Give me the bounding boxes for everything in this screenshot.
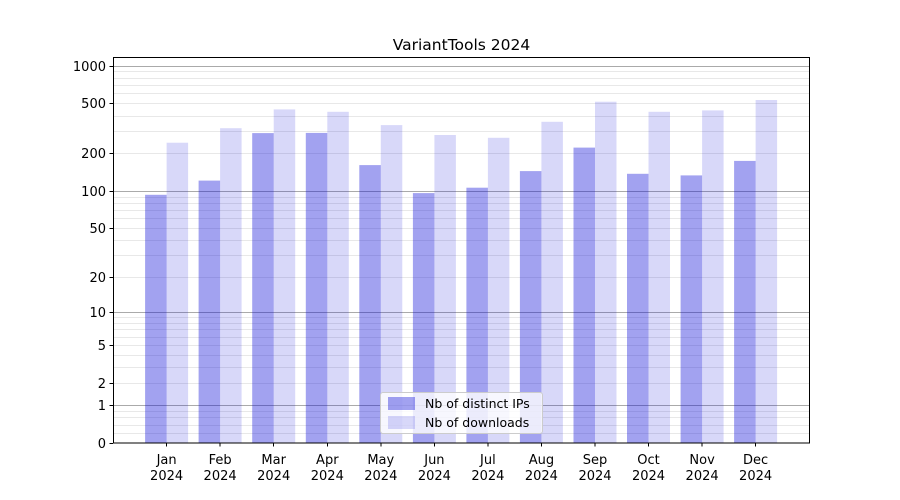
x-tick-label: Jan bbox=[156, 453, 177, 468]
x-tick-label-year: 2024 bbox=[525, 469, 558, 484]
x-tick-label-year: 2024 bbox=[257, 469, 290, 484]
bar bbox=[541, 121, 563, 444]
bar bbox=[412, 193, 435, 443]
bar bbox=[573, 147, 595, 443]
y-tick-label: 200 bbox=[81, 147, 106, 162]
bar bbox=[166, 142, 189, 443]
y-tick-label: 0 bbox=[98, 437, 106, 452]
legend-label-downloads: Nb of downloads bbox=[425, 415, 530, 430]
bar bbox=[380, 125, 403, 443]
bar bbox=[680, 175, 703, 443]
x-tick-label: Jun bbox=[423, 453, 444, 468]
y-tick-label: 50 bbox=[89, 222, 106, 237]
y-tick-label: 20 bbox=[89, 271, 106, 286]
bar bbox=[466, 187, 488, 443]
bar bbox=[198, 180, 221, 443]
bar bbox=[327, 111, 349, 444]
x-tick-label-year: 2024 bbox=[150, 469, 183, 484]
y-tick-label: 100 bbox=[81, 185, 106, 200]
bar bbox=[145, 194, 167, 443]
bars-series-1 bbox=[166, 100, 778, 444]
x-tick-label: Aug bbox=[529, 453, 554, 468]
bars-series-0 bbox=[145, 132, 756, 444]
x-tick-label: Jul bbox=[479, 453, 496, 468]
x-tick-label-year: 2024 bbox=[686, 469, 719, 484]
x-tick-label-year: 2024 bbox=[204, 469, 237, 484]
chart-title: VariantTools 2024 bbox=[392, 36, 531, 54]
x-tick-label-year: 2024 bbox=[311, 469, 344, 484]
y-tick-label: 10 bbox=[89, 306, 106, 321]
legend-swatch-downloads bbox=[388, 416, 415, 429]
minor-gridlines bbox=[113, 71, 810, 434]
bar bbox=[252, 133, 274, 443]
x-tick-label: Dec bbox=[743, 453, 768, 468]
bar bbox=[734, 160, 756, 443]
x-tick-label: Oct bbox=[637, 453, 659, 468]
x-tick-label: Apr bbox=[316, 453, 339, 468]
y-tick-label: 1000 bbox=[73, 60, 106, 75]
legend-label-distinct-ips: Nb of distinct IPs bbox=[425, 396, 530, 411]
bar bbox=[487, 137, 510, 444]
bar bbox=[755, 100, 778, 443]
bar bbox=[627, 173, 649, 444]
plot-border bbox=[113, 57, 810, 444]
y-axis: 0 1 2 5 10 20 50 100 200 500 1000 bbox=[73, 60, 113, 452]
x-tick-label-year: 2024 bbox=[364, 469, 397, 484]
bar bbox=[220, 128, 242, 443]
bar bbox=[519, 171, 542, 443]
bar bbox=[702, 110, 724, 444]
bar bbox=[273, 109, 296, 444]
x-tick-label-year: 2024 bbox=[739, 469, 772, 484]
legend-item-distinct-ips: Nb of distinct IPs bbox=[388, 396, 542, 412]
legend-item-downloads: Nb of downloads bbox=[388, 415, 542, 431]
y-tick-label: 2 bbox=[98, 377, 106, 392]
legend-swatch-distinct-ips bbox=[388, 397, 415, 410]
x-tick-label-year: 2024 bbox=[578, 469, 611, 484]
x-tick-label: May bbox=[367, 453, 394, 468]
y-tick-label: 5 bbox=[98, 339, 106, 354]
y-tick-label: 500 bbox=[81, 97, 106, 112]
bar bbox=[305, 132, 328, 443]
bar bbox=[359, 165, 381, 443]
bar bbox=[434, 135, 456, 443]
x-tick-label: Mar bbox=[261, 453, 286, 468]
legend: Nb of distinct IPs Nb of downloads bbox=[380, 392, 543, 434]
x-tick-label-year: 2024 bbox=[471, 469, 504, 484]
y-tick-label: 1 bbox=[98, 399, 106, 414]
x-tick-label: Sep bbox=[583, 453, 608, 468]
x-tick-label-year: 2024 bbox=[632, 469, 665, 484]
x-tick-label: Feb bbox=[209, 453, 232, 468]
x-tick-label-year: 2024 bbox=[418, 469, 451, 484]
bar bbox=[648, 111, 670, 444]
x-tick-label: Nov bbox=[689, 453, 715, 468]
x-axis: Jan2024Feb2024Mar2024Apr2024May2024Jun20… bbox=[150, 443, 772, 484]
bar bbox=[595, 101, 617, 443]
